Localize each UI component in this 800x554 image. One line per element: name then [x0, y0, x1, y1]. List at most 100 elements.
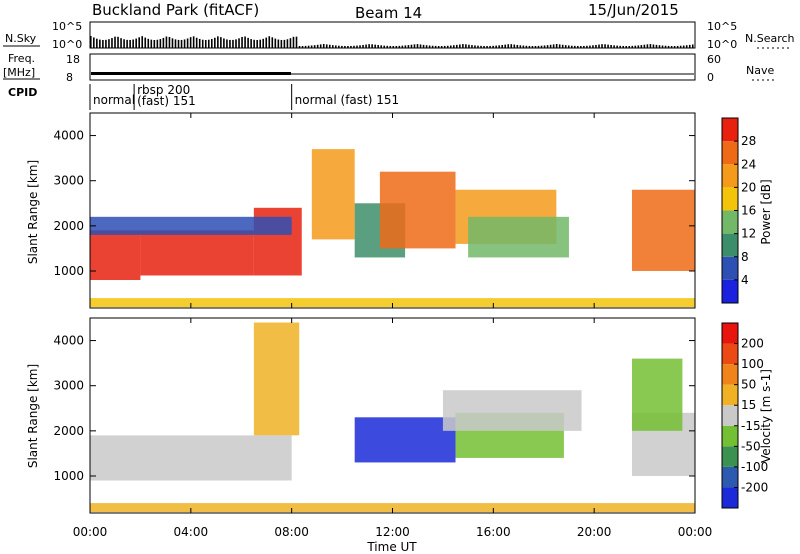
noise-bar	[277, 39, 280, 48]
noise-bar	[489, 45, 491, 48]
noise-bar	[362, 44, 364, 48]
noise-bar	[201, 39, 204, 48]
cpid-mode-text: normal (fast) 151	[295, 93, 399, 107]
colorbar-frame	[721, 322, 739, 509]
noise-bar	[341, 45, 343, 48]
noise-bar	[501, 45, 503, 48]
cpid-mode-text: normal	[93, 93, 135, 107]
noise-bar	[368, 44, 370, 48]
noise-bar	[471, 45, 473, 48]
noise-bar	[353, 45, 355, 48]
noise-bar	[531, 45, 534, 48]
x-tick-label: 00:00	[73, 525, 108, 539]
power-colorbar-label: Power [dB]	[759, 179, 773, 244]
colorbar-tick-label: 28	[741, 134, 756, 148]
noise-bar	[325, 44, 328, 48]
x-tick-label: 08:00	[274, 525, 309, 539]
noise-bar	[437, 45, 440, 48]
noise-bar	[431, 45, 434, 48]
noise-bar	[207, 39, 210, 48]
noise-bar	[410, 44, 413, 48]
noise-bar	[483, 45, 485, 48]
noise-bar	[676, 45, 679, 48]
noise-bar	[247, 37, 249, 48]
colorbar-swatch	[722, 256, 738, 280]
noise-bar	[286, 39, 289, 48]
colorbar-swatch	[722, 233, 738, 257]
noise-right-tick-bottom: 10^0	[707, 38, 737, 51]
colorbar-swatch	[722, 384, 738, 406]
noise-bar	[253, 39, 255, 48]
colorbar-tick-label: 100	[741, 357, 764, 371]
noise-bar	[567, 45, 570, 48]
noise-bar	[552, 44, 555, 48]
noise-bar	[380, 45, 382, 48]
noise-bar	[443, 45, 446, 48]
noise-bar	[392, 45, 395, 48]
noise-bar	[265, 37, 268, 48]
noise-bar	[667, 45, 670, 48]
noise-bar	[223, 38, 225, 48]
noise-bar	[204, 39, 207, 48]
y-tick-label: 4000	[53, 334, 84, 348]
noise-bar	[268, 36, 271, 48]
noise-bar	[555, 44, 558, 48]
noise-bar	[371, 44, 373, 48]
y-tick-label: 2000	[53, 424, 84, 438]
noise-bar	[262, 38, 265, 48]
noise-bar	[344, 45, 346, 48]
noise-bar	[459, 44, 461, 48]
freq-panel-frame	[89, 53, 696, 81]
noise-bar	[377, 45, 379, 48]
cpid-mode-text: (fast) 151	[137, 94, 196, 108]
noise-bar	[595, 44, 597, 48]
noise-bar	[519, 45, 522, 48]
noise-bar	[425, 45, 428, 48]
noise-bar	[126, 39, 128, 48]
noise-bar	[407, 45, 410, 48]
noise-bar	[332, 45, 334, 48]
noise-bar	[189, 37, 192, 48]
noise-bar	[419, 44, 422, 48]
noise-bar	[256, 39, 258, 48]
colorbar-swatch	[722, 118, 738, 142]
noise-bar	[232, 39, 234, 48]
colorbar-tick-label: 15	[741, 398, 756, 412]
noise-bar	[646, 44, 649, 48]
colorbar-tick-label: 24	[741, 157, 756, 171]
noise-bar	[347, 45, 349, 48]
noise-bar	[543, 45, 546, 48]
noise-bar	[171, 38, 174, 48]
noise-bar	[359, 45, 361, 48]
noise-bar	[679, 45, 682, 48]
velocity-echo-regions	[90, 322, 695, 513]
noise-bar	[156, 39, 159, 48]
freq-panel: Freq. [MHz] 18 8 60 0 Nave	[3, 52, 775, 84]
noise-bar	[108, 39, 110, 48]
noise-bar	[386, 45, 389, 48]
colorbar-swatch	[722, 343, 738, 365]
noise-bar	[468, 44, 470, 48]
noise-bar	[658, 45, 661, 48]
x-tick-label: 20:00	[577, 525, 612, 539]
noise-bar	[138, 37, 140, 48]
noise-bar	[589, 45, 591, 48]
noise-bar	[229, 39, 231, 48]
x-axis-ticks: 00:00 04:00 08:00 12:00 16:00 20:00 00:00	[73, 113, 712, 539]
x-tick-label: 12:00	[375, 525, 410, 539]
noise-bar	[574, 45, 576, 48]
noise-bar	[238, 38, 240, 48]
noise-bar	[129, 39, 131, 48]
noise-bar	[186, 38, 189, 48]
power-echo-region	[468, 216, 569, 258]
cpid-label: CPID	[8, 86, 37, 99]
noise-bar	[416, 44, 419, 48]
power-echo-region	[90, 298, 695, 308]
x-tick-label: 04:00	[174, 525, 209, 539]
noise-bar	[99, 39, 101, 48]
velocity-y-axis-label: Slant Range [km]	[26, 364, 40, 468]
noise-bar	[120, 38, 122, 48]
noise-bar	[604, 44, 606, 48]
noise-bar	[404, 45, 407, 48]
